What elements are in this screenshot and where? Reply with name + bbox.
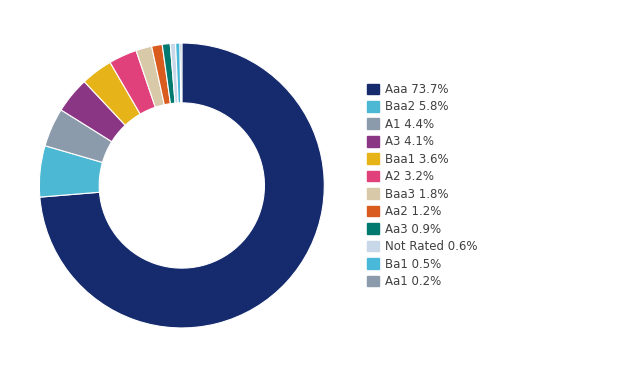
Legend: Aaa 73.7%, Baa2 5.8%, A1 4.4%, A3 4.1%, Baa1 3.6%, A2 3.2%, Baa3 1.8%, Aa2 1.2%,: Aaa 73.7%, Baa2 5.8%, A1 4.4%, A3 4.1%, … (363, 79, 480, 292)
Wedge shape (170, 43, 178, 103)
Wedge shape (110, 50, 155, 114)
Wedge shape (152, 45, 171, 105)
Wedge shape (180, 43, 182, 103)
Wedge shape (40, 146, 102, 197)
Wedge shape (136, 46, 164, 107)
Wedge shape (45, 110, 112, 162)
Wedge shape (176, 43, 181, 103)
Wedge shape (84, 62, 140, 125)
Wedge shape (61, 82, 125, 142)
Wedge shape (40, 43, 324, 328)
Wedge shape (162, 43, 175, 104)
